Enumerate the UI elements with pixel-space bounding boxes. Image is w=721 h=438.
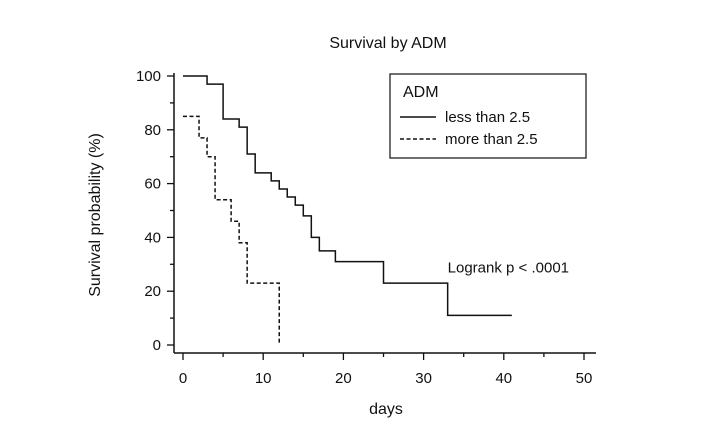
y-tick-label: 100 (136, 68, 161, 85)
x-tick-label: 50 (576, 370, 593, 387)
x-tick-label: 30 (415, 370, 432, 387)
y-tick-label: 20 (144, 283, 161, 300)
y-tick-label: 60 (144, 176, 161, 193)
legend-label-less: less than 2.5 (445, 109, 530, 126)
logrank-annotation: Logrank p < .0001 (448, 259, 569, 276)
y-tick-label: 0 (153, 337, 161, 354)
chart-title: Survival by ADM (329, 35, 446, 52)
series-line-less-than-2-5 (183, 75, 512, 317)
y-axis-label: Survival probability (%) (87, 133, 104, 297)
y-tick-label: 80 (144, 122, 161, 139)
legend-title: ADM (403, 84, 439, 101)
legend-label-more: more than 2.5 (445, 131, 538, 148)
series-layer (183, 75, 512, 345)
x-tick-label: 0 (179, 370, 187, 387)
legend-box (389, 73, 587, 159)
y-tick-label: 40 (144, 229, 161, 246)
x-tick-label: 10 (255, 370, 272, 387)
x-tick-label: 20 (335, 370, 352, 387)
axes: 0 20 40 60 80 100 0 10 20 30 40 50 (136, 68, 596, 387)
legend: ADM less than 2.5 more than 2.5 (389, 73, 587, 159)
series-line-more-than-2-5 (183, 115, 280, 345)
x-axis-label: days (369, 401, 403, 418)
x-tick-label: 40 (495, 370, 512, 387)
